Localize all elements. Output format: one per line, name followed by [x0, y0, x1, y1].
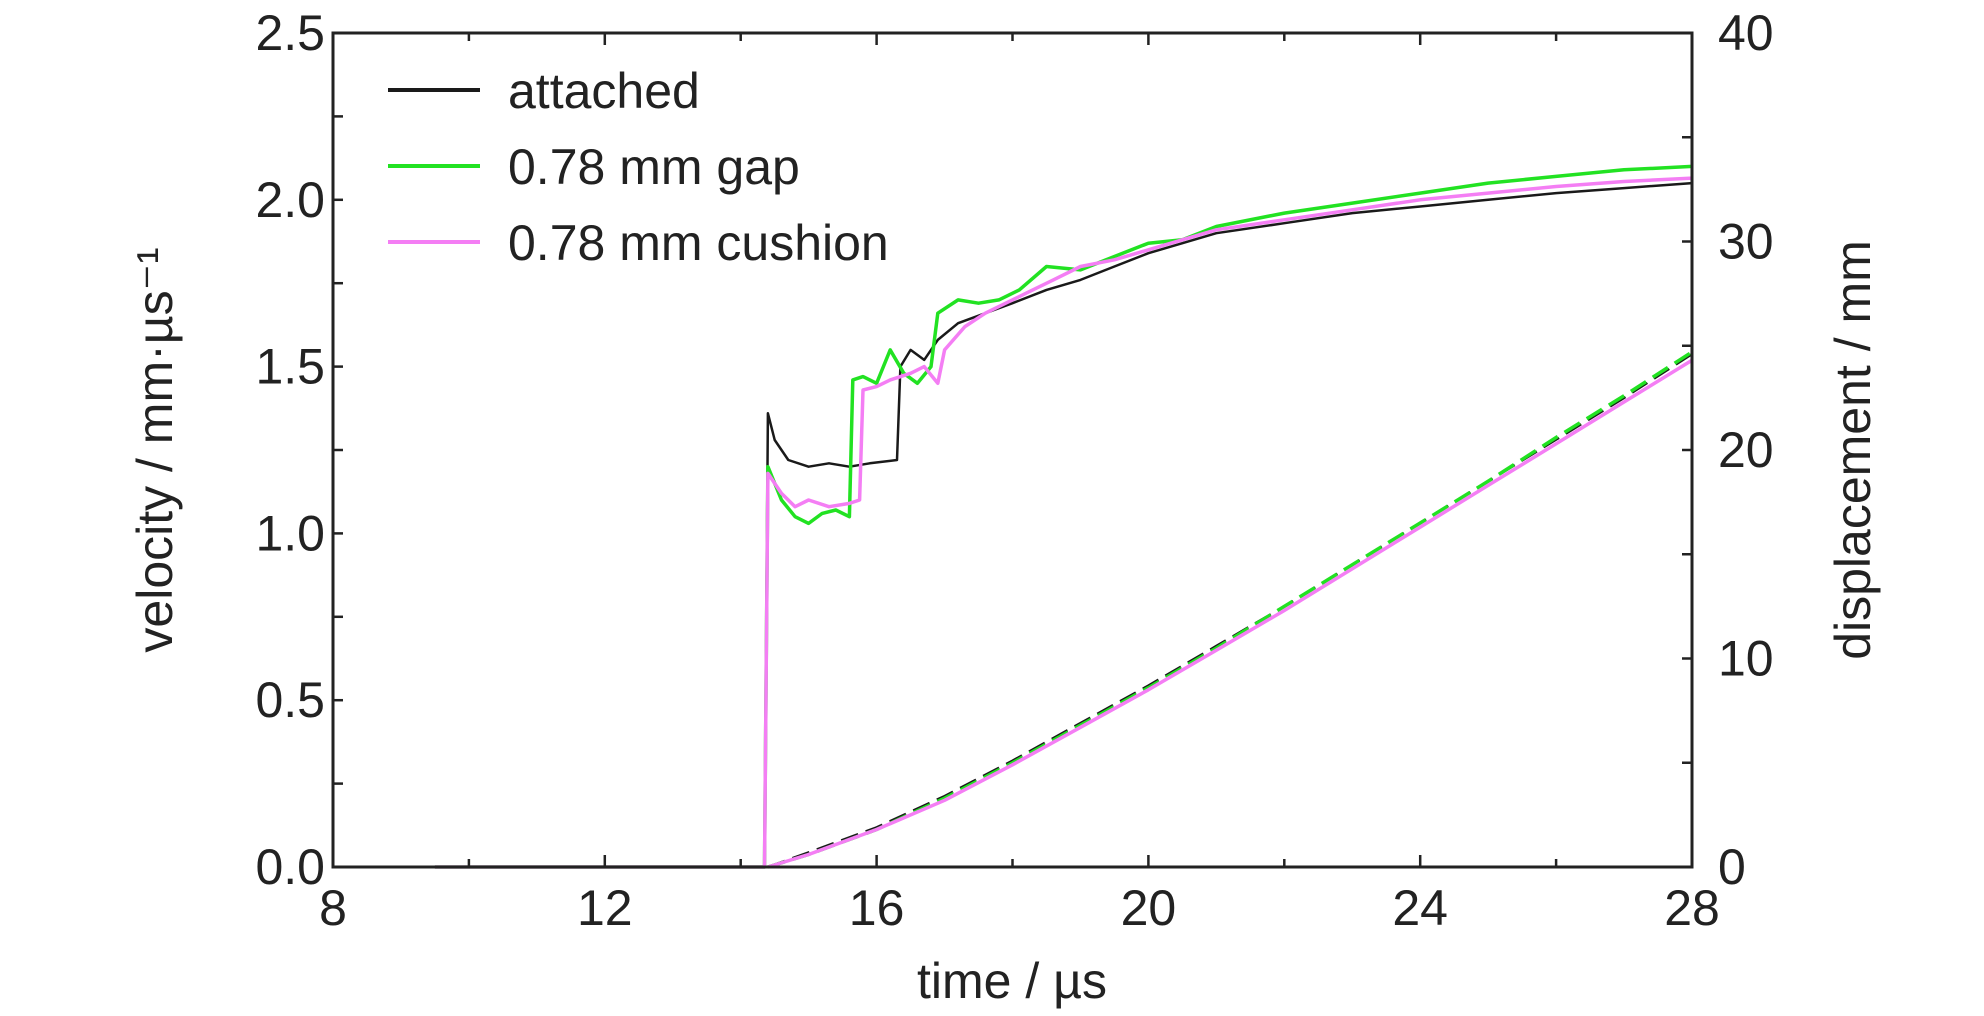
y-tick-label-right: 40 — [1718, 5, 1774, 61]
y-tick-label-right: 0 — [1718, 839, 1746, 895]
y-tick-label-right: 30 — [1718, 214, 1774, 270]
series-line-3 — [767, 353, 1693, 869]
y-tick-label-left: 0.5 — [255, 672, 325, 728]
x-tick-label: 28 — [1664, 880, 1720, 936]
legend: attached 0.78 mm gap 0.78 mm cushion — [388, 63, 889, 271]
x-tick-label: 8 — [319, 880, 347, 936]
y-tick-label-left: 1.5 — [255, 339, 325, 395]
y-axis-title-left: velocity / mm·µs⁻¹ — [127, 247, 183, 652]
series-line-5 — [767, 358, 1693, 869]
x-tick-label: 24 — [1392, 880, 1448, 936]
series-line-4 — [767, 350, 1693, 869]
y-tick-label-left: 1.0 — [255, 505, 325, 561]
x-tick-label: 20 — [1121, 880, 1177, 936]
y-tick-label-left: 2.0 — [255, 172, 325, 228]
series-line-2 — [434, 176, 1693, 869]
x-tick-label: 12 — [577, 880, 633, 936]
legend-label: 0.78 mm cushion — [508, 215, 889, 271]
series-line-1 — [434, 164, 1693, 869]
ticks-group: 8 12 16 20 24 28 0.0 0.5 1.0 1.5 2.0 2.5 0 10 20 30 40 — [255, 5, 1773, 936]
y-tick-label-right: 20 — [1718, 422, 1774, 478]
plot-series-group — [434, 164, 1693, 869]
y-axis-title-right: displacement / mm — [1825, 240, 1881, 660]
y-tick-label-left: 2.5 — [255, 5, 325, 61]
series-line-0 — [434, 181, 1693, 869]
x-axis-title: time / µs — [917, 953, 1107, 1009]
x-tick-label: 16 — [849, 880, 905, 936]
legend-label: 0.78 mm gap — [508, 139, 800, 195]
y-tick-label-right: 10 — [1718, 631, 1774, 687]
y-tick-label-left: 0.0 — [255, 839, 325, 895]
legend-label: attached — [508, 63, 700, 119]
